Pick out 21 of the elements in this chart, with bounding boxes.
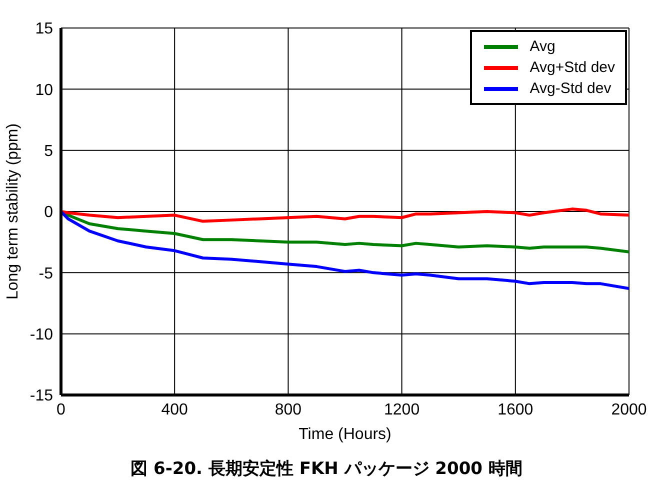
text: 図 6-20. 長期安定性 FKH パッケージ 2000 時間 (130, 458, 524, 480)
x-tick-label: 1200 (384, 401, 420, 418)
x-tick-label: 0 (56, 401, 66, 418)
y-tick-label: 10 (35, 82, 54, 99)
legend-label: Avg+Std dev (530, 59, 615, 76)
line-series (61, 208, 629, 223)
y-tick-label: -5 (38, 265, 54, 282)
y-tick-label: -10 (30, 326, 54, 344)
y-tick-label: 5 (44, 143, 54, 160)
x-tick-label: 800 (274, 401, 302, 418)
x-tick-label: 2000 (611, 401, 647, 418)
x-tick-label: 400 (161, 401, 188, 418)
y-axis-title: Long term stability (ppm) (4, 123, 22, 300)
x-axis-title: Time (Hours) (298, 426, 392, 443)
y-tick-label: 0 (44, 204, 54, 222)
x-tick-label: 1600 (498, 401, 534, 418)
legend-label: Avg (530, 38, 556, 55)
legend-label: Avg-Std dev (530, 80, 612, 97)
y-tick-label: -15 (30, 388, 54, 405)
line-series (61, 210, 629, 290)
y-tick-label: 15 (35, 20, 54, 38)
